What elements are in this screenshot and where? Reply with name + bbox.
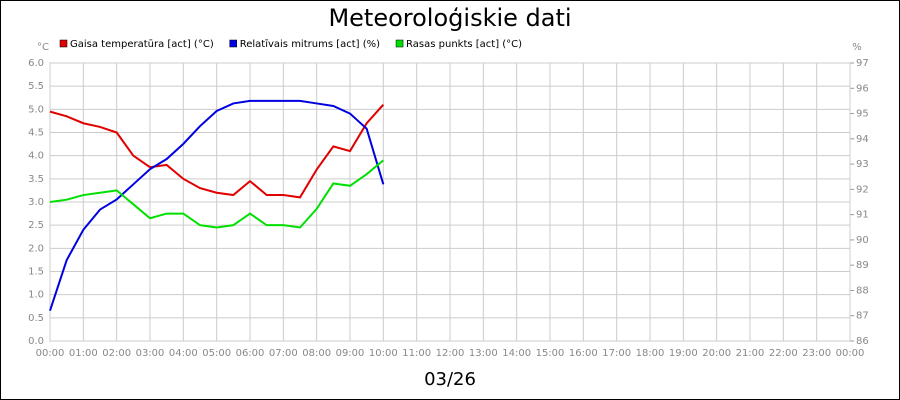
x-tick-label: 14:00 bbox=[502, 348, 531, 359]
y-tick-label: 2.5 bbox=[28, 220, 44, 231]
x-tick-label: 13:00 bbox=[469, 348, 498, 359]
y-tick-label: 3.0 bbox=[28, 197, 44, 208]
y-tick-label: 0.5 bbox=[28, 313, 44, 324]
x-tick-label: 23:00 bbox=[802, 348, 831, 359]
x-tick-label: 00:00 bbox=[836, 348, 865, 359]
legend-swatch bbox=[59, 39, 68, 48]
y2-tick-label: 92 bbox=[856, 184, 869, 195]
series-line bbox=[49, 159, 384, 229]
x-tick-label: 22:00 bbox=[769, 348, 798, 359]
x-tick-label: 20:00 bbox=[702, 348, 731, 359]
x-tick-label: 21:00 bbox=[736, 348, 765, 359]
x-tick-label: 12:00 bbox=[436, 348, 465, 359]
series-line bbox=[49, 99, 385, 311]
y2-tick-label: 89 bbox=[856, 260, 869, 271]
y2-tick-label: 94 bbox=[856, 134, 869, 145]
x-tick-label: 09:00 bbox=[336, 348, 365, 359]
x-tick-label: 02:00 bbox=[102, 348, 131, 359]
y2-tick-label: 90 bbox=[856, 235, 869, 246]
y-tick-label: 4.5 bbox=[28, 128, 44, 139]
y2-tick-label: 96 bbox=[856, 83, 869, 94]
y2-tick-label: 91 bbox=[856, 210, 869, 221]
y2-tick-label: 97 bbox=[856, 58, 869, 69]
y-tick-label: 0.0 bbox=[28, 336, 44, 347]
y-tick-label: 6.0 bbox=[28, 58, 44, 69]
x-tick-label: 05:00 bbox=[202, 348, 231, 359]
date-label: 03/26 bbox=[424, 369, 476, 390]
x-tick-label: 07:00 bbox=[269, 348, 298, 359]
x-tick-label: 17:00 bbox=[602, 348, 631, 359]
y-tick-label: 1.0 bbox=[28, 290, 44, 301]
y2-tick-label: 87 bbox=[856, 311, 869, 322]
x-tick-label: 06:00 bbox=[236, 348, 265, 359]
legend-label: Rasas punkts [act] (°C) bbox=[406, 39, 522, 50]
x-tick-label: 11:00 bbox=[402, 348, 431, 359]
x-tick-label: 08:00 bbox=[302, 348, 331, 359]
legend-swatch bbox=[395, 39, 404, 48]
x-tick-label: 00:00 bbox=[36, 348, 65, 359]
x-tick-label: 19:00 bbox=[669, 348, 698, 359]
chart-title: Meteoroloģiskie dati bbox=[328, 4, 571, 32]
y2-tick-label: 93 bbox=[856, 159, 869, 170]
y-unit: °C bbox=[37, 42, 49, 53]
x-tick-label: 15:00 bbox=[536, 348, 565, 359]
y-tick-label: 2.0 bbox=[28, 243, 44, 254]
x-tick-label: 18:00 bbox=[636, 348, 665, 359]
x-tick-label: 04:00 bbox=[169, 348, 198, 359]
y2-tick-label: 88 bbox=[856, 285, 869, 296]
series-line bbox=[49, 104, 385, 199]
y2-tick-label: 86 bbox=[856, 336, 869, 347]
x-tick-label: 10:00 bbox=[369, 348, 398, 359]
x-tick-label: 03:00 bbox=[136, 348, 165, 359]
y-tick-label: 3.5 bbox=[28, 174, 44, 185]
legend-swatch bbox=[229, 39, 237, 48]
y2-unit: % bbox=[852, 42, 862, 53]
x-tick-label: 01:00 bbox=[69, 348, 98, 359]
y-tick-label: 5.5 bbox=[28, 81, 44, 92]
x-tick-label: 16:00 bbox=[569, 348, 598, 359]
y-tick-label: 1.5 bbox=[28, 267, 44, 278]
legend-label: Gaisa temperatūra [act] (°C) bbox=[70, 39, 214, 50]
y-tick-label: 4.0 bbox=[28, 151, 44, 162]
y-tick-label: 5.0 bbox=[28, 104, 44, 115]
y2-tick-label: 95 bbox=[856, 109, 869, 120]
legend-label: Relatīvais mitrums [act] (%) bbox=[240, 39, 380, 50]
